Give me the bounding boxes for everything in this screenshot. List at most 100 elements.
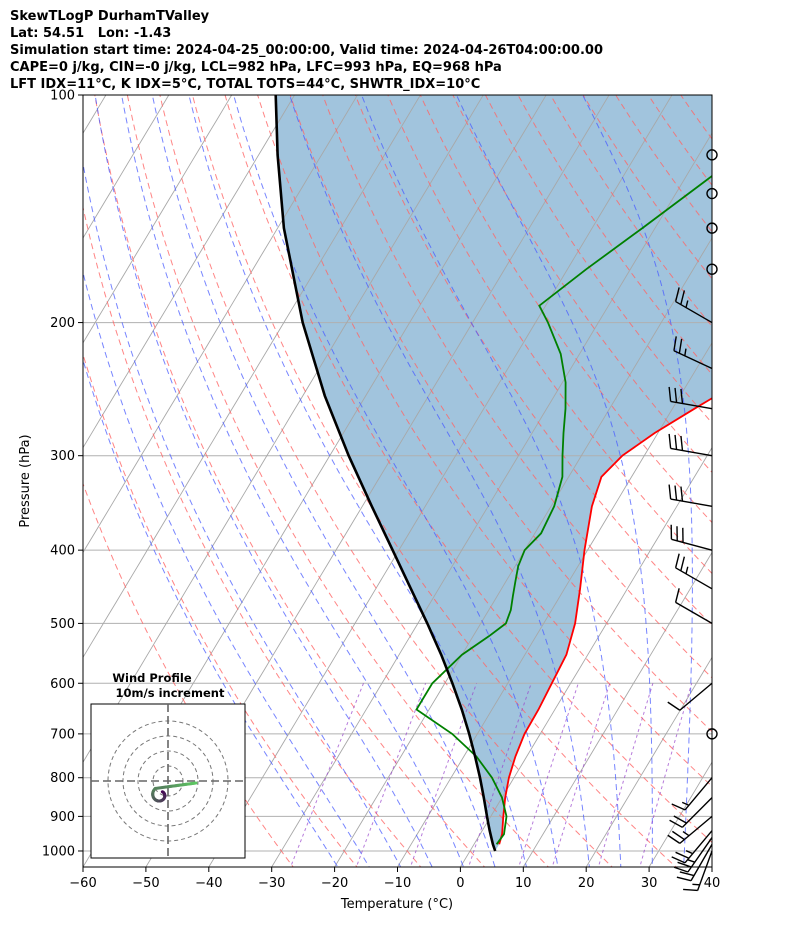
dry-adiabat-line bbox=[734, 78, 794, 870]
barb-flag bbox=[674, 588, 680, 603]
barb-flag bbox=[674, 387, 678, 403]
barb-half-flag bbox=[682, 831, 690, 837]
wind-barb bbox=[671, 777, 713, 811]
barb-staff bbox=[681, 797, 713, 828]
barb-flag bbox=[668, 433, 672, 449]
y-tick-label: 800 bbox=[50, 771, 75, 786]
barb-staff bbox=[684, 777, 713, 811]
dry-adiabat-line bbox=[224, 95, 712, 843]
moist-adiabat-line bbox=[151, 95, 496, 867]
isotherm-line bbox=[83, 95, 359, 554]
y-tick-label: 600 bbox=[50, 677, 75, 692]
dry-adiabat-line bbox=[517, 95, 712, 376]
dry-adiabat-line bbox=[452, 95, 712, 474]
barb-staff bbox=[670, 400, 713, 410]
barb-half-flag bbox=[685, 566, 689, 574]
y-tick-label: 200 bbox=[50, 316, 75, 331]
dry-adiabat-line bbox=[83, 205, 422, 867]
x-tick-label: 40 bbox=[704, 876, 721, 891]
mixing-ratio-line bbox=[518, 683, 579, 867]
barb-flag bbox=[669, 819, 683, 828]
x-tick-label: −30 bbox=[258, 876, 285, 891]
wind-barb bbox=[667, 815, 713, 844]
isotherm-line bbox=[459, 446, 712, 867]
dry-adiabat-line bbox=[354, 95, 712, 626]
dry-adiabat-line bbox=[257, 95, 712, 788]
y-tick-label: 300 bbox=[50, 449, 75, 464]
barb-half-flag bbox=[684, 348, 687, 356]
background-lines bbox=[83, 78, 794, 870]
isotherm-line bbox=[522, 551, 712, 867]
mixing-ratio-line bbox=[355, 683, 427, 867]
moist-adiabat-line bbox=[83, 358, 339, 867]
y-tick-label: 900 bbox=[50, 810, 75, 825]
dry-adiabat-line bbox=[191, 95, 677, 867]
barb-flag bbox=[675, 851, 690, 859]
x-tick-label: 0 bbox=[456, 876, 464, 891]
barb-staff bbox=[673, 350, 713, 370]
moist-adiabat-line bbox=[715, 78, 749, 867]
barb-half-flag bbox=[687, 859, 696, 863]
barb-staff bbox=[684, 830, 713, 864]
isotherm-line bbox=[83, 95, 296, 449]
index-line: LFT IDX=11°C, K IDX=5°C, TOTAL TOTS=44°C… bbox=[10, 77, 481, 92]
mixing-ratio-line bbox=[551, 683, 611, 867]
wind-barb bbox=[668, 433, 713, 457]
dewpoint-line bbox=[415, 174, 712, 845]
isotherm-line bbox=[83, 95, 233, 344]
wind-barb bbox=[676, 843, 713, 882]
barb-staff bbox=[675, 567, 713, 590]
wind-barb bbox=[668, 386, 713, 410]
dry-adiabat-line bbox=[159, 95, 613, 867]
x-tick-label: 10 bbox=[515, 876, 532, 891]
barb-flag bbox=[673, 866, 689, 873]
dry-adiabat-line bbox=[289, 95, 712, 733]
barb-half-flag bbox=[681, 801, 690, 806]
barb-staff bbox=[675, 300, 713, 324]
wind-barb bbox=[674, 553, 713, 590]
barb-flag bbox=[667, 834, 681, 844]
barb-flag bbox=[668, 386, 672, 402]
cape-fill-layer bbox=[275, 95, 712, 851]
x-tick-label: −60 bbox=[69, 876, 96, 891]
isotherm-line bbox=[334, 237, 712, 867]
isotherm-line bbox=[585, 656, 712, 867]
temperature-line bbox=[498, 397, 712, 845]
wind-barb bbox=[683, 850, 713, 892]
hodograph-ring bbox=[137, 750, 199, 812]
chart-title: SkewTLogP DurhamTValley bbox=[10, 9, 210, 24]
barb-staff bbox=[687, 837, 713, 873]
isotherm-line bbox=[773, 78, 794, 870]
parcel-line bbox=[274, 95, 497, 852]
barb-staff bbox=[670, 498, 713, 507]
dry-adiabat-line bbox=[387, 95, 712, 575]
barb-flag bbox=[674, 485, 678, 501]
dry-adiabat-line bbox=[484, 95, 712, 424]
profile-series bbox=[274, 95, 712, 852]
moist-adiabat-line bbox=[94, 95, 433, 867]
chart-header: SkewTLogP DurhamTValley Lat: 54.51 Lon: … bbox=[10, 8, 603, 93]
x-tick-label: 20 bbox=[578, 876, 595, 891]
y-axis-ticks: 1000 900 800 700 600 500 400 300 200 100 bbox=[42, 89, 83, 859]
barb-staff bbox=[670, 447, 713, 457]
x-tick-label: −10 bbox=[384, 876, 411, 891]
dry-adiabat-line bbox=[419, 95, 712, 524]
wind-barb bbox=[673, 837, 713, 873]
hodograph-trace bbox=[151, 781, 198, 803]
inset-title: Wind Profile bbox=[112, 671, 192, 685]
cape-cin-fill bbox=[275, 95, 712, 851]
wind-barb bbox=[673, 336, 713, 370]
mixing-ratio-line bbox=[639, 683, 693, 867]
isotherm-line bbox=[711, 866, 712, 867]
barb-flag bbox=[680, 556, 686, 571]
barb-staff bbox=[675, 601, 713, 625]
x-tick-label: −50 bbox=[132, 876, 159, 891]
barb-flag bbox=[667, 701, 681, 711]
moist-adiabat-line bbox=[289, 95, 590, 867]
moist-adiabat-line bbox=[83, 270, 370, 867]
inset-subtitle: 10m/s increment bbox=[116, 686, 225, 700]
barb-half-flag bbox=[692, 883, 700, 886]
time-line: Simulation start time: 2024-04-25_00:00:… bbox=[10, 43, 603, 58]
x-tick-label: −20 bbox=[321, 876, 348, 891]
